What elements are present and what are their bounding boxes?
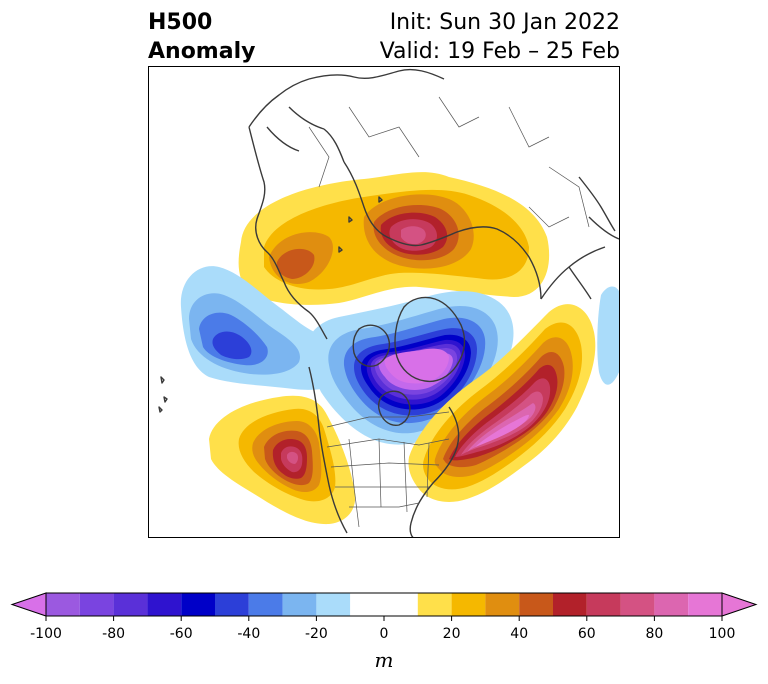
colorbar-segment xyxy=(620,593,655,616)
colorbar-segment xyxy=(654,593,689,616)
colorbar-tick-label: 0 xyxy=(380,626,389,642)
colorbar-segment xyxy=(147,593,182,616)
colorbar-tick-label: 20 xyxy=(443,626,461,642)
colorbar-tick-label: -20 xyxy=(305,626,328,642)
colorbar-tick-label: -100 xyxy=(30,626,62,642)
positive-anomaly-north-pacific xyxy=(238,172,550,305)
colorbar-segment xyxy=(79,593,114,616)
colorbar-segment xyxy=(248,593,283,616)
colorbar-unit-label: m xyxy=(375,648,394,672)
title-line-2: Anomaly xyxy=(148,39,256,64)
coastlines xyxy=(158,68,619,537)
colorbar-tick-label: -40 xyxy=(237,626,260,642)
colorbar-segment xyxy=(181,593,215,616)
colorbar-tick-label: -60 xyxy=(170,626,193,642)
colorbar-segment xyxy=(519,593,553,616)
colorbar-segment xyxy=(215,593,249,616)
colorbar-segment xyxy=(485,593,520,616)
edge-sliver xyxy=(149,281,155,319)
colorbar-segment xyxy=(113,593,148,616)
valid-range: Valid: 19 Feb – 25 Feb xyxy=(379,39,620,64)
positive-anomaly-western-us xyxy=(209,395,356,525)
title-line-1: H500 xyxy=(148,10,213,35)
map-panel xyxy=(148,66,620,538)
colorbar-segment xyxy=(451,593,486,616)
colorbar-segments xyxy=(10,592,758,617)
forecast-dates: Init: Sun 30 Jan 2022 Valid: 19 Feb – 25… xyxy=(380,8,620,66)
colorbar-tick-label: 60 xyxy=(578,626,596,642)
colorbar-tick-label: 100 xyxy=(709,626,736,642)
init-date: Init: Sun 30 Jan 2022 xyxy=(389,10,620,35)
colorbar-tick-label: -80 xyxy=(102,626,125,642)
colorbar-segment xyxy=(46,593,80,616)
colorbar-segment xyxy=(417,593,452,616)
colorbar-segment xyxy=(282,593,317,616)
anomaly-map xyxy=(149,68,619,537)
colorbar: -100 -80 -60 -40 -20 0 20 40 60 80 100 m xyxy=(10,592,758,672)
colorbar-extend-under xyxy=(10,592,47,617)
colorbar-segment xyxy=(350,593,418,616)
colorbar-ticks: -100 -80 -60 -40 -20 0 20 40 60 80 100 xyxy=(30,616,735,642)
colorbar-segment xyxy=(553,593,587,616)
colorbar-extend-over xyxy=(721,592,758,617)
political-borders xyxy=(308,96,590,528)
colorbar-segment xyxy=(586,593,621,616)
colorbar-tick-label: 80 xyxy=(645,626,663,642)
colorbar-segment xyxy=(688,593,722,616)
colorbar-tick-label: 40 xyxy=(510,626,528,642)
negative-anomaly-east-edge xyxy=(597,286,619,385)
chart-title: H500 Anomaly xyxy=(148,8,255,66)
colorbar-segment xyxy=(316,593,351,616)
negative-anomaly-arctic xyxy=(305,291,514,445)
